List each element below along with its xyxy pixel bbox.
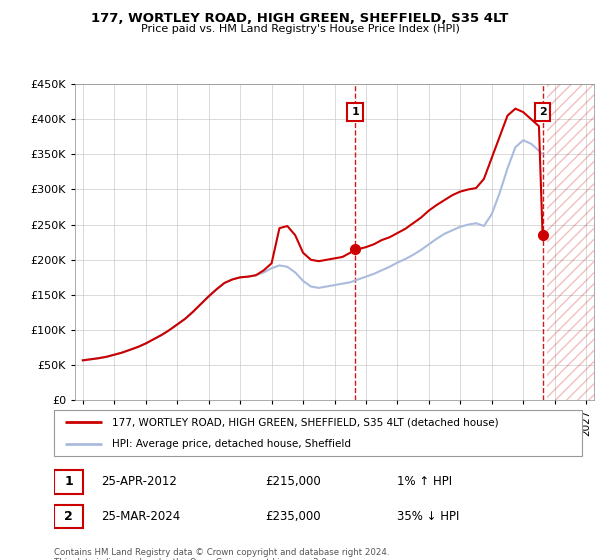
Text: £215,000: £215,000 — [265, 475, 321, 488]
Text: 1: 1 — [352, 107, 359, 117]
Text: 2: 2 — [64, 510, 73, 523]
Text: 177, WORTLEY ROAD, HIGH GREEN, SHEFFIELD, S35 4LT (detached house): 177, WORTLEY ROAD, HIGH GREEN, SHEFFIELD… — [112, 417, 499, 427]
Text: 2: 2 — [539, 107, 547, 117]
Bar — [547, 84, 600, 400]
FancyBboxPatch shape — [54, 505, 83, 529]
Text: 1: 1 — [64, 475, 73, 488]
Text: Price paid vs. HM Land Registry's House Price Index (HPI): Price paid vs. HM Land Registry's House … — [140, 24, 460, 34]
Text: Contains HM Land Registry data © Crown copyright and database right 2024.
This d: Contains HM Land Registry data © Crown c… — [54, 548, 389, 560]
FancyBboxPatch shape — [54, 410, 582, 456]
Text: 25-APR-2012: 25-APR-2012 — [101, 475, 178, 488]
Text: 1% ↑ HPI: 1% ↑ HPI — [397, 475, 452, 488]
Text: £235,000: £235,000 — [265, 510, 321, 523]
FancyBboxPatch shape — [54, 470, 83, 494]
Text: 177, WORTLEY ROAD, HIGH GREEN, SHEFFIELD, S35 4LT: 177, WORTLEY ROAD, HIGH GREEN, SHEFFIELD… — [91, 12, 509, 25]
Text: 25-MAR-2024: 25-MAR-2024 — [101, 510, 181, 523]
Text: 35% ↓ HPI: 35% ↓ HPI — [397, 510, 460, 523]
Text: HPI: Average price, detached house, Sheffield: HPI: Average price, detached house, Shef… — [112, 439, 351, 449]
